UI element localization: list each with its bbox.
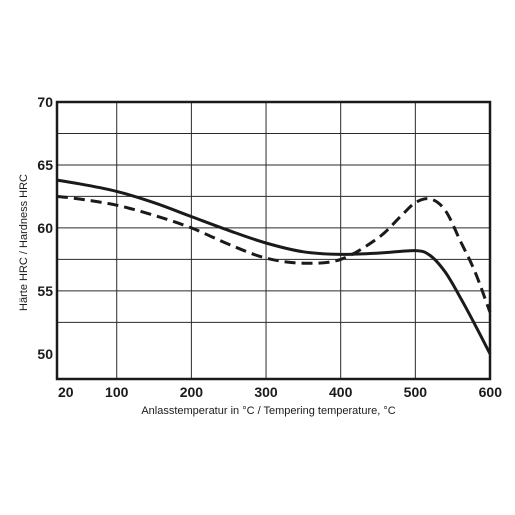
y-tick-label: 70 <box>37 94 53 110</box>
x-tick-label: 20 <box>58 384 74 400</box>
y-tick-label: 65 <box>37 157 53 173</box>
y-tick-label: 60 <box>37 220 53 236</box>
y-tick-label: 50 <box>37 346 53 362</box>
plot-frame <box>55 100 492 381</box>
x-tick-labels: 20 100 200 300 400 500 600 <box>58 384 502 400</box>
x-tick-label: 200 <box>180 384 204 400</box>
y-axis-title: Härte HRC / Hardness HRC <box>18 174 30 311</box>
grid-lines <box>57 102 490 379</box>
x-tick-label: 500 <box>404 384 428 400</box>
dashed-series-line <box>56 194 492 313</box>
x-tick-label: 600 <box>479 384 503 400</box>
data-series <box>56 178 492 355</box>
x-axis-title: Anlasstemperatur in °C / Tempering tempe… <box>141 405 395 417</box>
y-tick-labels: 50 55 60 65 70 <box>37 94 53 362</box>
x-tick-label: 100 <box>105 384 129 400</box>
solid-series-line <box>56 178 492 355</box>
x-tick-label: 300 <box>254 384 278 400</box>
y-tick-label: 55 <box>37 283 53 299</box>
x-tick-label: 400 <box>329 384 353 400</box>
